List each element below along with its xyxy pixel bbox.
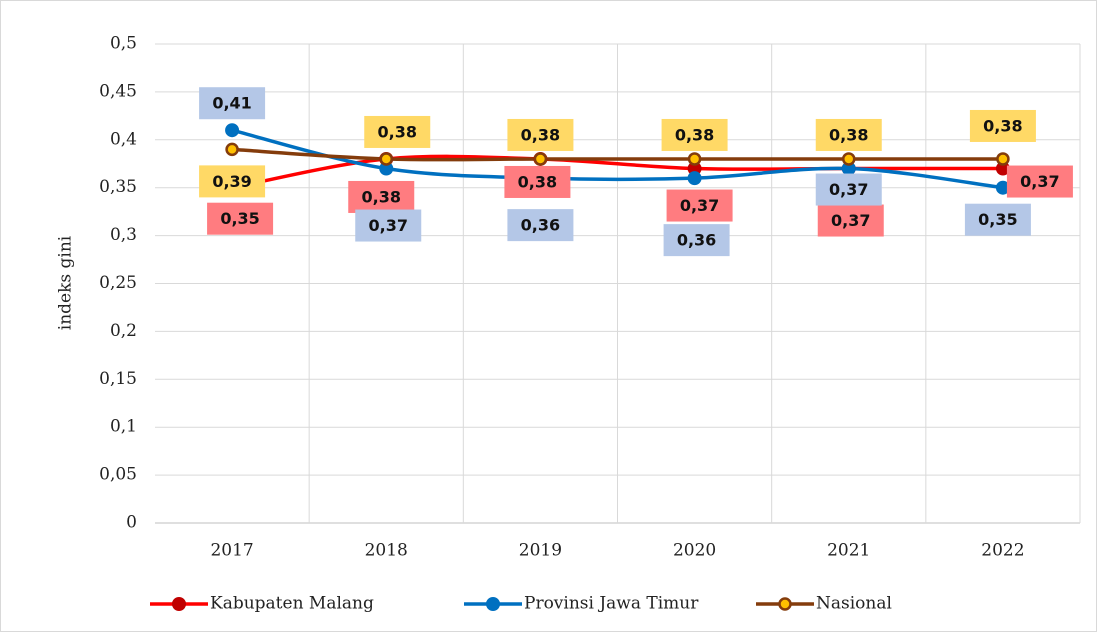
data-label-box [507,209,574,242]
y-tick-label: 0,15 [99,369,137,389]
data-labels: 0,35 0,38 0,38 0,37 0,37 0,37 0,41 0,37 0,36 0,36… [199,87,1073,257]
y-tick-label: 0 [126,513,137,533]
data-label-box [815,173,882,206]
data-label: 0,36 [677,231,716,250]
y-tick-label: 0,25 [99,273,137,293]
data-label: 0,37 [1020,172,1059,191]
legend-label: Nasional [816,594,892,614]
x-tick-label: 2020 [673,541,716,561]
x-tick-label: 2019 [519,541,562,561]
data-label: 0,38 [362,187,401,206]
y-tick-label: 0,4 [110,129,137,149]
y-tick-label: 0,35 [99,177,137,197]
legend-label: Kabupaten Malang [210,594,374,614]
data-label: 0,38 [518,172,557,191]
data-label: 0,37 [831,211,870,230]
data-label-box [969,109,1036,142]
legend-marker [486,597,500,611]
data-label: 0,39 [212,172,251,191]
data-label-box [817,204,884,237]
series-line [231,128,1004,190]
data-label: 0,38 [983,116,1022,135]
data-label-box [348,180,415,213]
legend-marker [172,597,186,611]
y-axis-label: indeks gini [56,235,76,330]
marker [996,152,1010,166]
y-tick-label: 0,45 [99,81,137,101]
marker [225,142,239,157]
marker [225,123,240,138]
data-label-box [666,189,733,222]
marker [533,152,548,166]
data-label-box [663,224,730,257]
lines [231,128,1004,190]
y-tick-label: 0,2 [110,321,137,341]
y-tick-label: 0,1 [110,417,137,437]
data-label: 0,38 [378,122,417,141]
data-label-box [355,209,422,242]
x-tick-label: 2017 [210,541,253,561]
data-label-box [199,165,266,198]
data-label: 0,38 [675,125,714,144]
x-tick-label: 2018 [365,541,408,561]
data-label-box [504,165,571,198]
y-tick-label: 0,05 [99,465,137,485]
x-tick-label: 2021 [827,541,870,561]
data-label: 0,41 [212,94,251,113]
data-label: 0,37 [680,196,719,215]
data-label-box [964,203,1031,236]
data-label: 0,37 [829,180,868,199]
data-label: 0,38 [829,125,868,144]
data-label: 0,35 [978,210,1017,229]
data-label: 0,35 [220,209,259,228]
y-tick-label: 0,5 [110,34,137,54]
x-tick-label: 2022 [981,541,1024,561]
data-label-box [507,118,574,151]
data-label: 0,36 [521,216,560,235]
marker [687,152,702,166]
y-tick-label: 0,3 [110,225,137,245]
data-label-box [364,115,431,148]
marker [842,152,856,166]
data-label: 0,38 [521,125,560,144]
legend-marker [778,597,792,611]
marker [687,171,702,186]
data-label-box [815,118,882,151]
data-label-box [661,118,728,151]
data-label-box [207,202,274,235]
series-line [231,147,1003,162]
data-label-box [1006,165,1073,198]
marker [379,152,393,166]
data-label: 0,37 [369,216,408,235]
data-label-box [199,87,266,120]
legend: Kabupaten Malang Provinsi Jawa Timur Nasio… [150,594,892,614]
legend-label: Provinsi Jawa Timur [524,594,699,614]
